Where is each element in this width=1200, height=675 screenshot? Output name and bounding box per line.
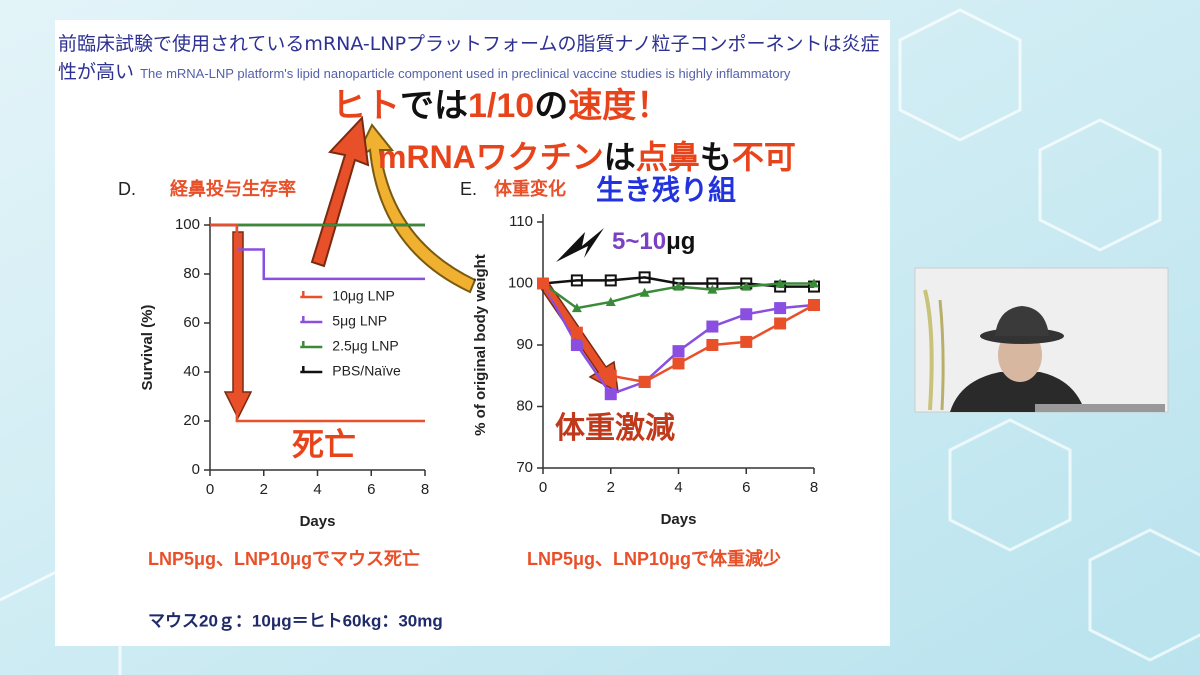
headline-2-part: 点鼻 bbox=[636, 139, 700, 175]
marker bbox=[706, 320, 719, 333]
marker bbox=[809, 278, 819, 288]
headline-2-part: 不可 bbox=[732, 139, 796, 175]
marker bbox=[605, 296, 616, 306]
marker bbox=[774, 317, 787, 330]
dose-label: 5~10μg bbox=[612, 228, 695, 255]
x-tick-label: 6 bbox=[742, 479, 750, 496]
y-tick-label: 60 bbox=[183, 314, 200, 331]
y-tick-label: 20 bbox=[183, 412, 200, 429]
y-tick-label: 100 bbox=[508, 274, 533, 291]
weight-note: 体重激減 bbox=[555, 412, 675, 445]
y-tick-label: 80 bbox=[183, 265, 200, 282]
marker bbox=[604, 369, 617, 382]
series-line bbox=[210, 223, 425, 423]
footer-note: マウス20ｇ：10μg＝ヒト60kg：30mg bbox=[148, 611, 443, 631]
marker bbox=[775, 278, 786, 288]
legend-label: 10μg LNP bbox=[332, 288, 395, 304]
headline-part: では bbox=[400, 87, 468, 125]
dose-label-part: 5~10 bbox=[612, 228, 666, 255]
headline-part: 1/10 bbox=[468, 87, 534, 125]
marker bbox=[570, 274, 583, 287]
x-tick-label: 4 bbox=[313, 481, 321, 498]
headline-2-part: も bbox=[700, 139, 732, 175]
slide-title: 前臨床試験で使用されているmRNA-LNPプラットフォームの脂質ナノ粒子コンポー… bbox=[58, 30, 888, 88]
chart-title: D. bbox=[118, 179, 136, 199]
title-en: The mRNA-LNP platform's lipid nanopartic… bbox=[140, 66, 791, 81]
marker bbox=[604, 274, 617, 287]
y-tick-label: 80 bbox=[516, 397, 533, 414]
marker bbox=[639, 287, 650, 297]
x-tick-label: 6 bbox=[367, 481, 375, 498]
headline-2-part: mRNAワクチン bbox=[378, 139, 604, 175]
marker bbox=[707, 284, 718, 294]
legend-label: 5μg LNP bbox=[332, 313, 387, 329]
title-ja: 前臨床試験で使用されているmRNA-LNPプラットフォームの脂質ナノ粒子コンポー… bbox=[58, 33, 880, 83]
y-tick-label: 40 bbox=[183, 363, 200, 380]
marker bbox=[706, 339, 719, 351]
x-tick-label: 4 bbox=[674, 479, 682, 496]
marker bbox=[673, 281, 684, 291]
slide bbox=[55, 20, 890, 646]
headline-2: mRNAワクチンは点鼻も不可 bbox=[378, 139, 796, 175]
y-axis-label: Survival (%) bbox=[139, 305, 156, 391]
marker bbox=[808, 299, 820, 312]
x-tick-label: 8 bbox=[810, 479, 818, 496]
chart-caption: 体重変化 bbox=[494, 178, 566, 199]
hex-pattern bbox=[0, 8, 1200, 675]
marker bbox=[638, 375, 651, 388]
marker bbox=[740, 335, 753, 348]
marker bbox=[741, 281, 752, 291]
marker bbox=[774, 302, 787, 315]
headline-part: の bbox=[534, 87, 568, 125]
marker bbox=[740, 308, 753, 321]
marker bbox=[638, 271, 651, 284]
y-tick-label: 110 bbox=[509, 213, 533, 230]
headline-part: ！ bbox=[636, 87, 670, 125]
bottom-note: LNP5μg、LNP10μgで体重減少 bbox=[527, 548, 781, 569]
survivor-note: 生き残り組 bbox=[596, 173, 736, 205]
x-tick-label: 2 bbox=[607, 479, 615, 496]
y-axis-label: % of original body weight bbox=[472, 254, 489, 436]
x-tick-label: 2 bbox=[260, 481, 268, 498]
x-axis-label: Days bbox=[300, 513, 336, 530]
x-axis-label: Days bbox=[661, 511, 697, 528]
x-tick-label: 0 bbox=[539, 479, 547, 496]
y-tick-label: 100 bbox=[175, 216, 200, 233]
marker bbox=[604, 388, 617, 401]
y-tick-label: 0 bbox=[192, 461, 200, 478]
x-tick-label: 0 bbox=[206, 481, 214, 498]
x-tick-label: 8 bbox=[421, 481, 429, 498]
marker bbox=[571, 303, 582, 313]
y-tick-label: 90 bbox=[516, 336, 533, 353]
marker bbox=[570, 339, 583, 351]
headline-part: 速度 bbox=[568, 87, 636, 125]
death-note: 死亡 bbox=[292, 426, 356, 462]
chart-caption: 経鼻投与生存率 bbox=[170, 178, 296, 199]
chart-title: E. bbox=[460, 179, 477, 199]
webcam bbox=[914, 267, 1169, 413]
bottom-note: LNP5μg、LNP10μgでマウス死亡 bbox=[148, 548, 420, 569]
marker bbox=[570, 326, 583, 339]
dose-label-part: μg bbox=[666, 228, 695, 255]
legend-label: 2.5μg LNP bbox=[332, 338, 398, 354]
headline-part: ヒト bbox=[332, 87, 400, 125]
marker bbox=[672, 357, 685, 370]
legend-label: PBS/Naïve bbox=[332, 363, 401, 379]
marker bbox=[672, 345, 685, 358]
headline-2-part: は bbox=[604, 139, 636, 175]
marker bbox=[537, 277, 549, 290]
y-tick-label: 70 bbox=[516, 459, 533, 476]
headline: ヒトでは1/10の速度！ bbox=[332, 87, 670, 125]
